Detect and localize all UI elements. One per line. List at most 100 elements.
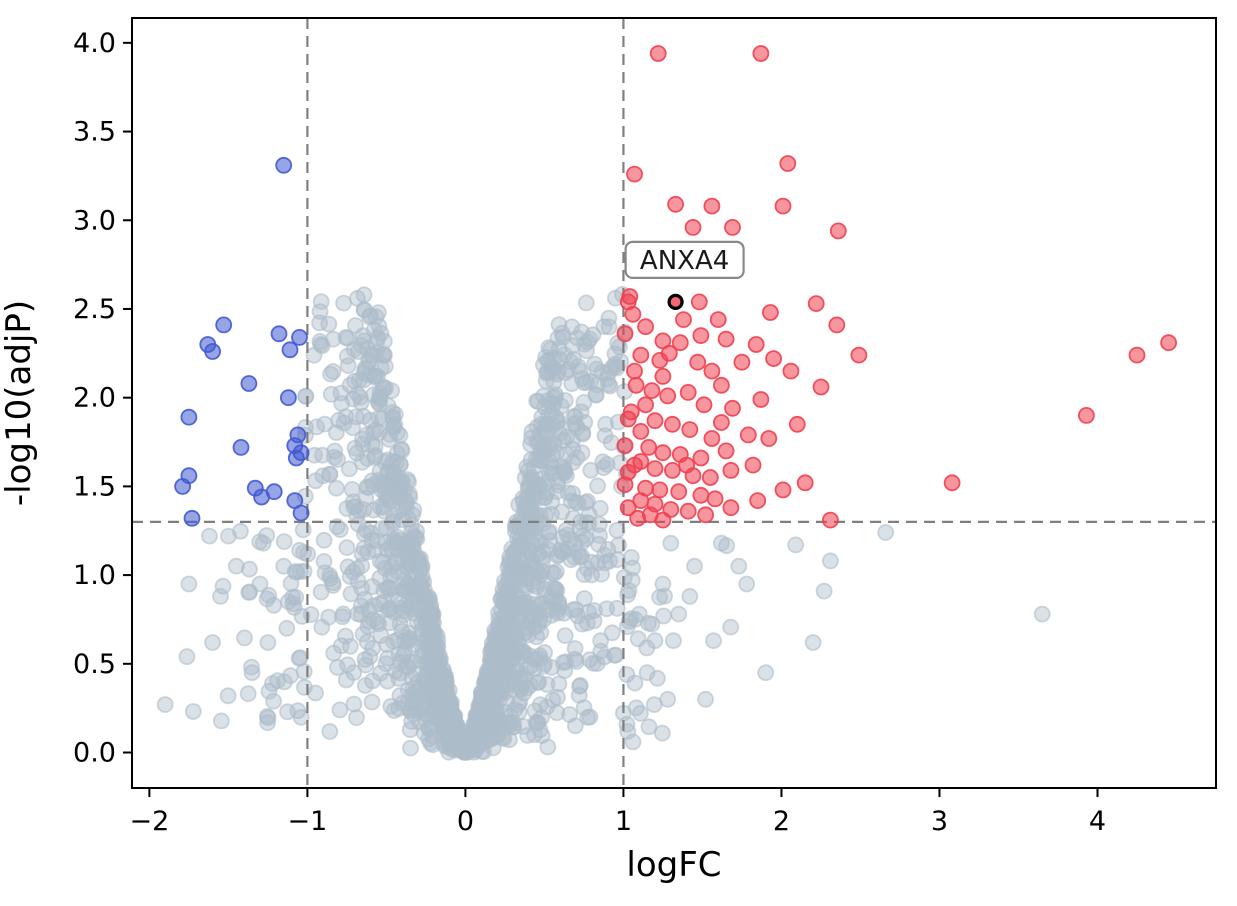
up-point: [774, 197, 792, 215]
ns-point: [338, 347, 356, 365]
ns-point: [337, 627, 354, 645]
ns-point: [420, 720, 438, 737]
ns-point: [184, 703, 202, 720]
ns-point: [356, 677, 374, 694]
y-tick-label: 3.0: [73, 205, 116, 236]
ns-point: [530, 604, 548, 622]
ns-point: [376, 357, 394, 375]
ns-point: [393, 473, 411, 491]
ns-point: [561, 706, 578, 723]
ns-point: [575, 374, 593, 392]
ns-point: [352, 394, 370, 411]
ns-point: [596, 427, 614, 445]
ns-point: [282, 667, 299, 684]
ns-point: [236, 629, 253, 647]
ns-point: [681, 588, 699, 605]
ns-point: [324, 363, 342, 380]
ns-point: [381, 614, 399, 632]
y-tick-label: 2.0: [73, 383, 116, 414]
up-point: [664, 415, 681, 433]
up-point: [1160, 334, 1177, 352]
ns-point: [425, 629, 443, 647]
up-point: [643, 382, 661, 400]
down-point: [287, 449, 305, 467]
ns-point: [375, 380, 393, 398]
up-point: [684, 218, 702, 236]
ns-point: [606, 345, 624, 363]
up-point: [624, 305, 642, 323]
up-point: [695, 396, 713, 414]
ns-point: [315, 531, 333, 549]
ns-point: [379, 451, 397, 469]
ns-point: [282, 575, 300, 592]
ns-point: [548, 704, 566, 722]
up-point: [616, 476, 634, 494]
ns-point: [568, 449, 586, 467]
ns-point: [335, 294, 353, 312]
y-tick-label: 3.5: [73, 117, 116, 148]
ns-point: [329, 451, 346, 468]
gene-annotation: ANXA4: [624, 240, 745, 279]
ns-point: [324, 574, 342, 592]
ns-point: [382, 580, 400, 598]
up-point: [670, 483, 688, 501]
ns-point: [505, 718, 523, 736]
ns-point: [547, 563, 565, 581]
y-tick-label: 1.0: [73, 560, 116, 591]
ns-point: [608, 522, 626, 539]
ns-point: [815, 582, 833, 600]
ns-point: [348, 709, 365, 727]
ns-point: [489, 636, 507, 654]
ns-point: [514, 644, 531, 662]
ns-point: [425, 728, 443, 745]
ns-point: [482, 651, 500, 669]
ns-point: [399, 560, 417, 578]
ns-point: [618, 666, 636, 683]
ns-point: [536, 398, 554, 416]
ns-point: [510, 696, 527, 713]
up-point: [713, 414, 730, 431]
ns-point: [200, 527, 218, 545]
ns-point: [354, 430, 371, 448]
ns-point: [259, 634, 277, 651]
ns-point: [275, 673, 293, 691]
ns-point: [505, 543, 523, 561]
up-point: [807, 295, 825, 313]
down-point: [204, 343, 222, 360]
significant-points-layer: [174, 45, 1177, 529]
up-point: [765, 350, 782, 368]
ns-point: [156, 696, 174, 713]
up-point: [733, 353, 751, 371]
down-point: [292, 504, 310, 522]
axes-layer: −2 −1 0 1 2 3 4 0.0 0.5 1.0 1.5 2.0 2.5 3.0 3.5 4.0 lo…: [0, 17, 1217, 885]
ns-point: [522, 435, 539, 453]
down-point: [180, 408, 198, 426]
ns-point: [526, 726, 543, 744]
down-point: [279, 389, 297, 407]
ns-point: [757, 664, 775, 682]
ns-point: [353, 580, 371, 597]
up-point: [667, 195, 684, 213]
ns-point: [385, 533, 402, 551]
up-point: [681, 421, 699, 439]
ns-point: [543, 493, 561, 511]
ns-point: [278, 619, 296, 637]
up-point: [752, 391, 770, 408]
up-point: [724, 218, 741, 236]
ns-point: [178, 648, 196, 666]
ns-point: [366, 448, 384, 466]
up-point: [724, 399, 741, 417]
ns-point: [341, 568, 359, 585]
ns-point: [436, 676, 454, 694]
ns-point: [402, 739, 419, 757]
ns-point: [571, 677, 589, 694]
ns-point: [312, 293, 330, 311]
up-point: [622, 403, 640, 421]
ns-point: [307, 472, 325, 490]
up-point: [649, 45, 667, 62]
ns-point: [553, 324, 571, 342]
ns-point: [365, 321, 383, 339]
ns-point: [291, 541, 309, 559]
ns-point: [357, 656, 375, 674]
ns-point: [697, 690, 714, 708]
